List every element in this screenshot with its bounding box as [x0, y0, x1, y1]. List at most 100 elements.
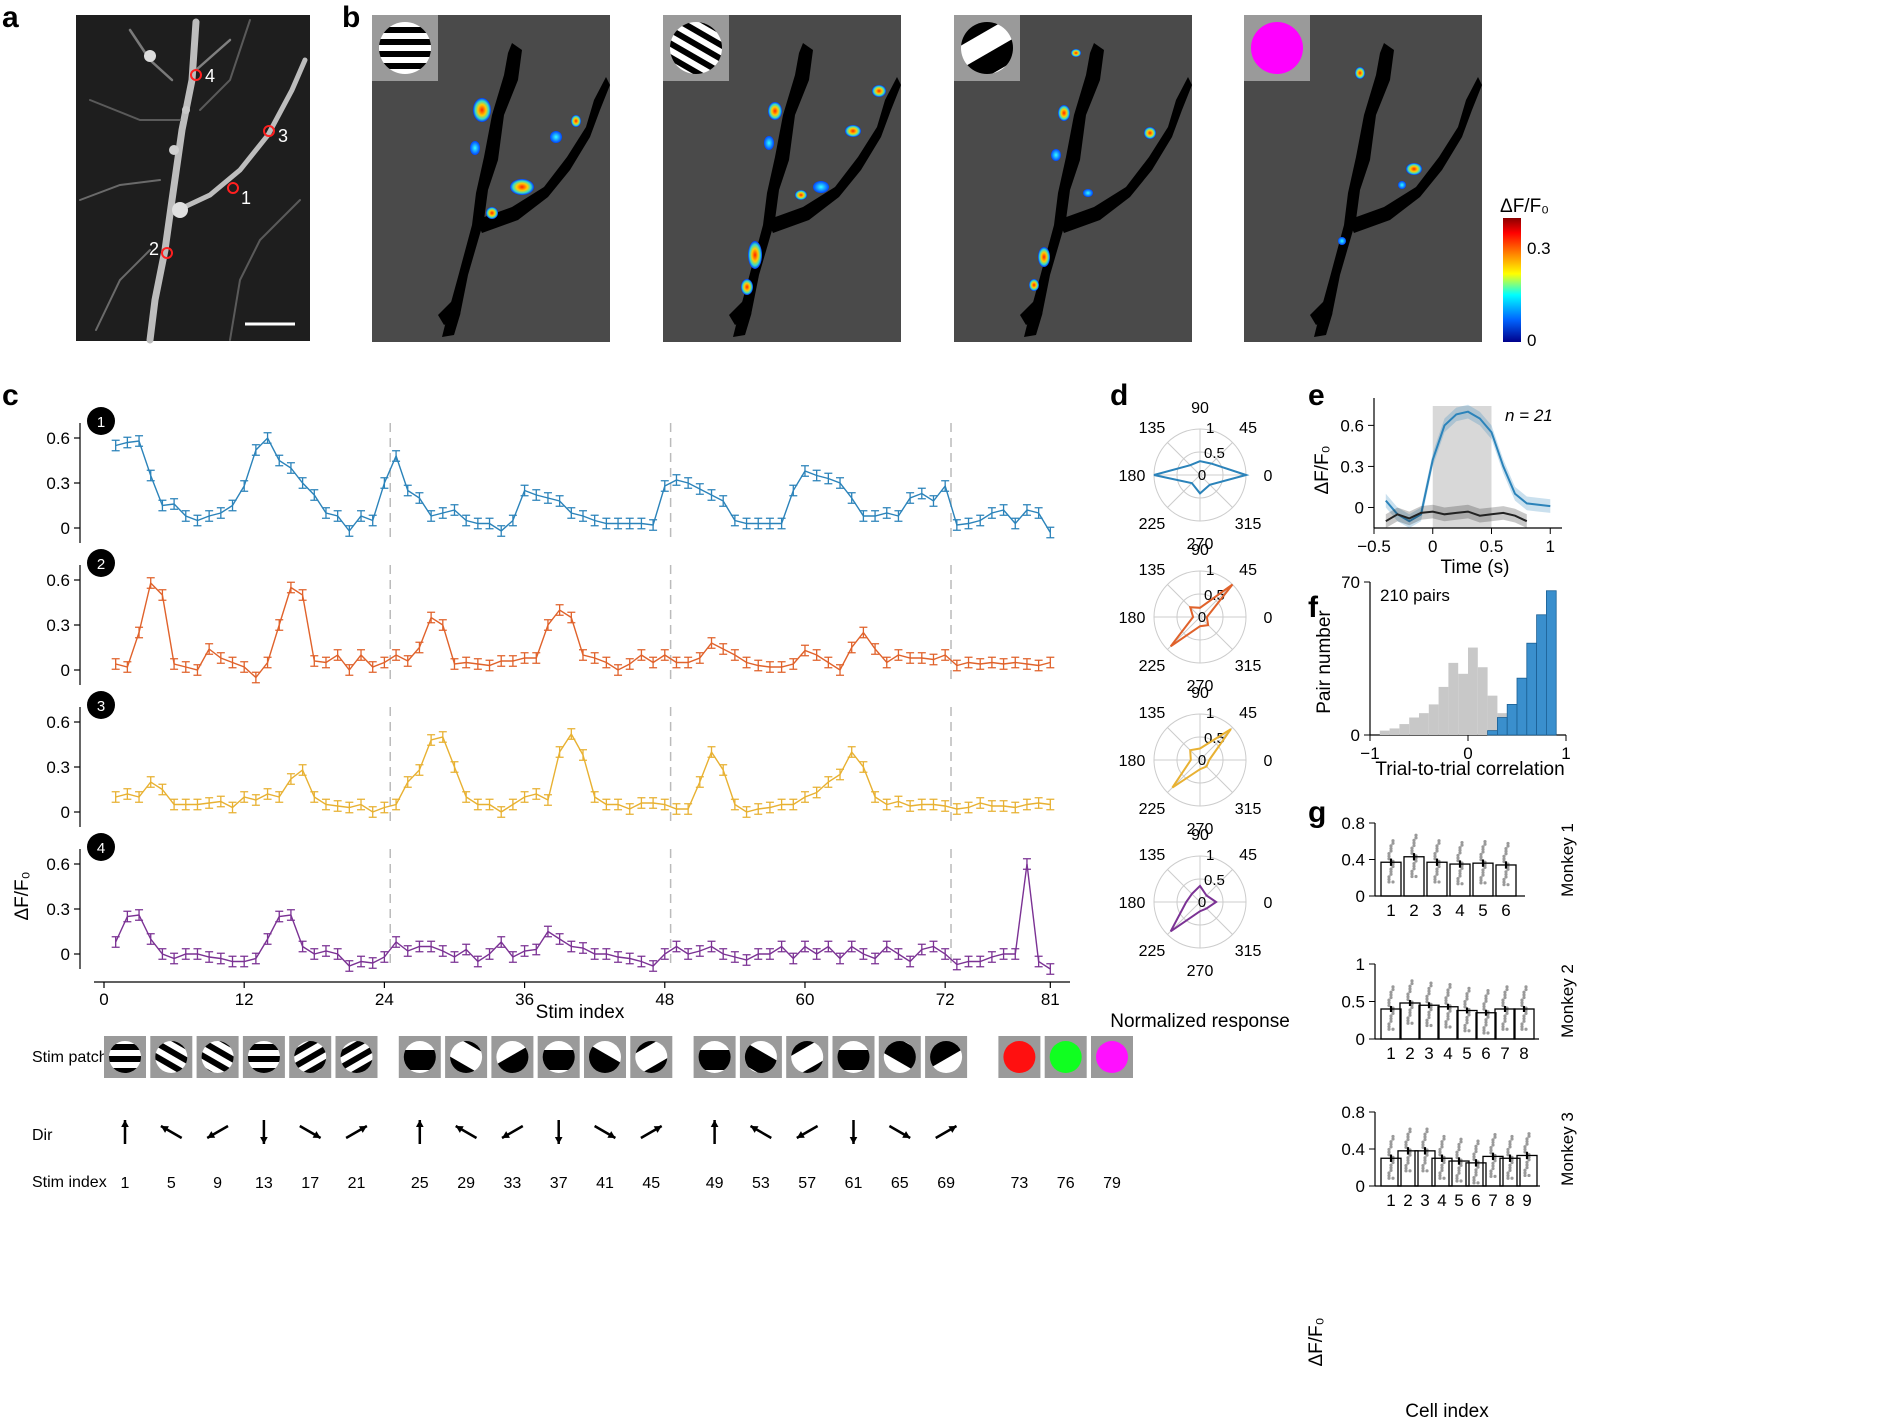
stim-index-21: 21: [348, 1175, 366, 1192]
g-dot: [1391, 839, 1395, 843]
dendrite-structure: [79, 18, 308, 344]
e-xtick-label: 0.5: [1480, 537, 1504, 556]
stim-patch-1: [109, 1041, 141, 1073]
g-dot: [1391, 1011, 1395, 1015]
g-dot: [1440, 1142, 1444, 1146]
g-dot: [1435, 844, 1439, 848]
g-dot: [1446, 993, 1450, 997]
map-1: [372, 15, 610, 342]
g-dot: [1387, 998, 1391, 1002]
g-dot: [1438, 1153, 1442, 1157]
g-dot: [1389, 846, 1393, 851]
g-dot: [1474, 1173, 1478, 1177]
e-annotation: n = 21: [1505, 406, 1553, 425]
g-dot: [1387, 857, 1391, 861]
g-dot: [1467, 1013, 1471, 1017]
g-dot: [1387, 1174, 1391, 1178]
y-tick-label: 0: [61, 945, 70, 964]
g-xtick-label: 8: [1519, 1044, 1528, 1063]
error-bar: [1046, 798, 1055, 811]
c-xticks: 0 12 24 36 48 60 72 81: [94, 981, 1070, 1009]
polar-spoke: [1199, 474, 1233, 508]
g-dot: [1493, 1156, 1497, 1160]
polar-angle-label: 180: [1119, 610, 1146, 627]
panel-b-maps: ΔF/F₀ 0.3 0: [372, 15, 1551, 350]
g-dot: [1389, 1140, 1393, 1144]
polar-angle-label: 225: [1139, 801, 1166, 818]
g-dot: [1427, 1010, 1431, 1014]
g-dot: [1391, 1137, 1395, 1141]
g-dot: [1446, 1014, 1450, 1019]
g-dot: [1391, 862, 1395, 866]
g-dot: [1433, 852, 1437, 856]
stim-patch-79: [1096, 1041, 1128, 1073]
g-dot: [1479, 852, 1483, 857]
g-dot: [1410, 979, 1414, 983]
g-dot: [1506, 867, 1510, 871]
g-dot: [1421, 1140, 1425, 1144]
g-dot: [1421, 1164, 1425, 1168]
g-xtick-label: 5: [1462, 1044, 1471, 1063]
g-dot: [1423, 1158, 1427, 1162]
g-monkey-label: Monkey 1: [1558, 823, 1577, 897]
stim-patch-33: [496, 1041, 529, 1073]
g-dot: [1408, 1150, 1412, 1155]
g-dot: [1520, 1027, 1524, 1031]
g-dot: [1491, 1164, 1495, 1168]
g-dot: [1491, 1138, 1495, 1142]
g-dot: [1448, 1006, 1452, 1011]
g-dot: [1501, 998, 1505, 1002]
g-ytick-label: 0.8: [1341, 1103, 1365, 1122]
g-dot: [1459, 1163, 1463, 1167]
g-dot: [1387, 1027, 1391, 1031]
g-dot: [1455, 1174, 1459, 1178]
polar-spoke: [1167, 474, 1201, 508]
g-dot: [1440, 1145, 1444, 1149]
g-ytick-label: 0: [1356, 1177, 1365, 1196]
f-bar-shuffled: [1389, 728, 1400, 735]
g-dot: [1506, 841, 1510, 846]
g-dot: [1522, 1017, 1526, 1021]
polar-angle-label: 135: [1139, 705, 1166, 722]
f-bar-shuffled: [1448, 662, 1459, 735]
stim-patch-49: [698, 1041, 731, 1073]
g-dot: [1442, 1134, 1446, 1139]
polar-r-tick: 0: [1198, 894, 1206, 911]
g-dot: [1524, 1027, 1528, 1031]
stim-index-45: 45: [642, 1175, 660, 1192]
g-dot: [1523, 1150, 1527, 1154]
g-dot: [1489, 1148, 1493, 1152]
g-dot: [1391, 1160, 1395, 1165]
g-dot: [1387, 1003, 1391, 1008]
g-dot: [1486, 1012, 1490, 1017]
f-xtick-label: −1: [1360, 744, 1379, 763]
g-dot: [1387, 854, 1391, 858]
g-dot: [1504, 849, 1508, 853]
g-dot: [1483, 842, 1487, 846]
g-dot: [1491, 1161, 1495, 1165]
g-dot: [1437, 864, 1441, 869]
g-dot: [1412, 843, 1416, 848]
g-dot: [1505, 985, 1509, 989]
dir-arrow-head: [160, 1126, 169, 1133]
g-dot: [1387, 1171, 1391, 1175]
g-dot: [1440, 1163, 1444, 1167]
g-dot: [1510, 1160, 1514, 1165]
g-dot: [1484, 999, 1488, 1003]
g-dot: [1442, 1176, 1446, 1180]
g-dot: [1510, 1137, 1514, 1141]
g-dot: [1525, 1166, 1529, 1170]
polar-angle-label: 315: [1235, 658, 1262, 675]
g-dot: [1440, 1140, 1444, 1144]
g-monkey-label: Monkey 2: [1558, 964, 1577, 1038]
f-bar-shuffled: [1399, 724, 1410, 735]
g-dot: [1510, 1134, 1514, 1139]
stim-index-41: 41: [596, 1175, 614, 1192]
g-ytick-label: 0.8: [1341, 814, 1365, 833]
g-dot: [1520, 1022, 1524, 1026]
x-tick-label: 0: [99, 990, 108, 1009]
g-dot: [1456, 856, 1460, 860]
polar-line-3: [1171, 728, 1232, 789]
roi-label-4: 4: [205, 66, 215, 86]
